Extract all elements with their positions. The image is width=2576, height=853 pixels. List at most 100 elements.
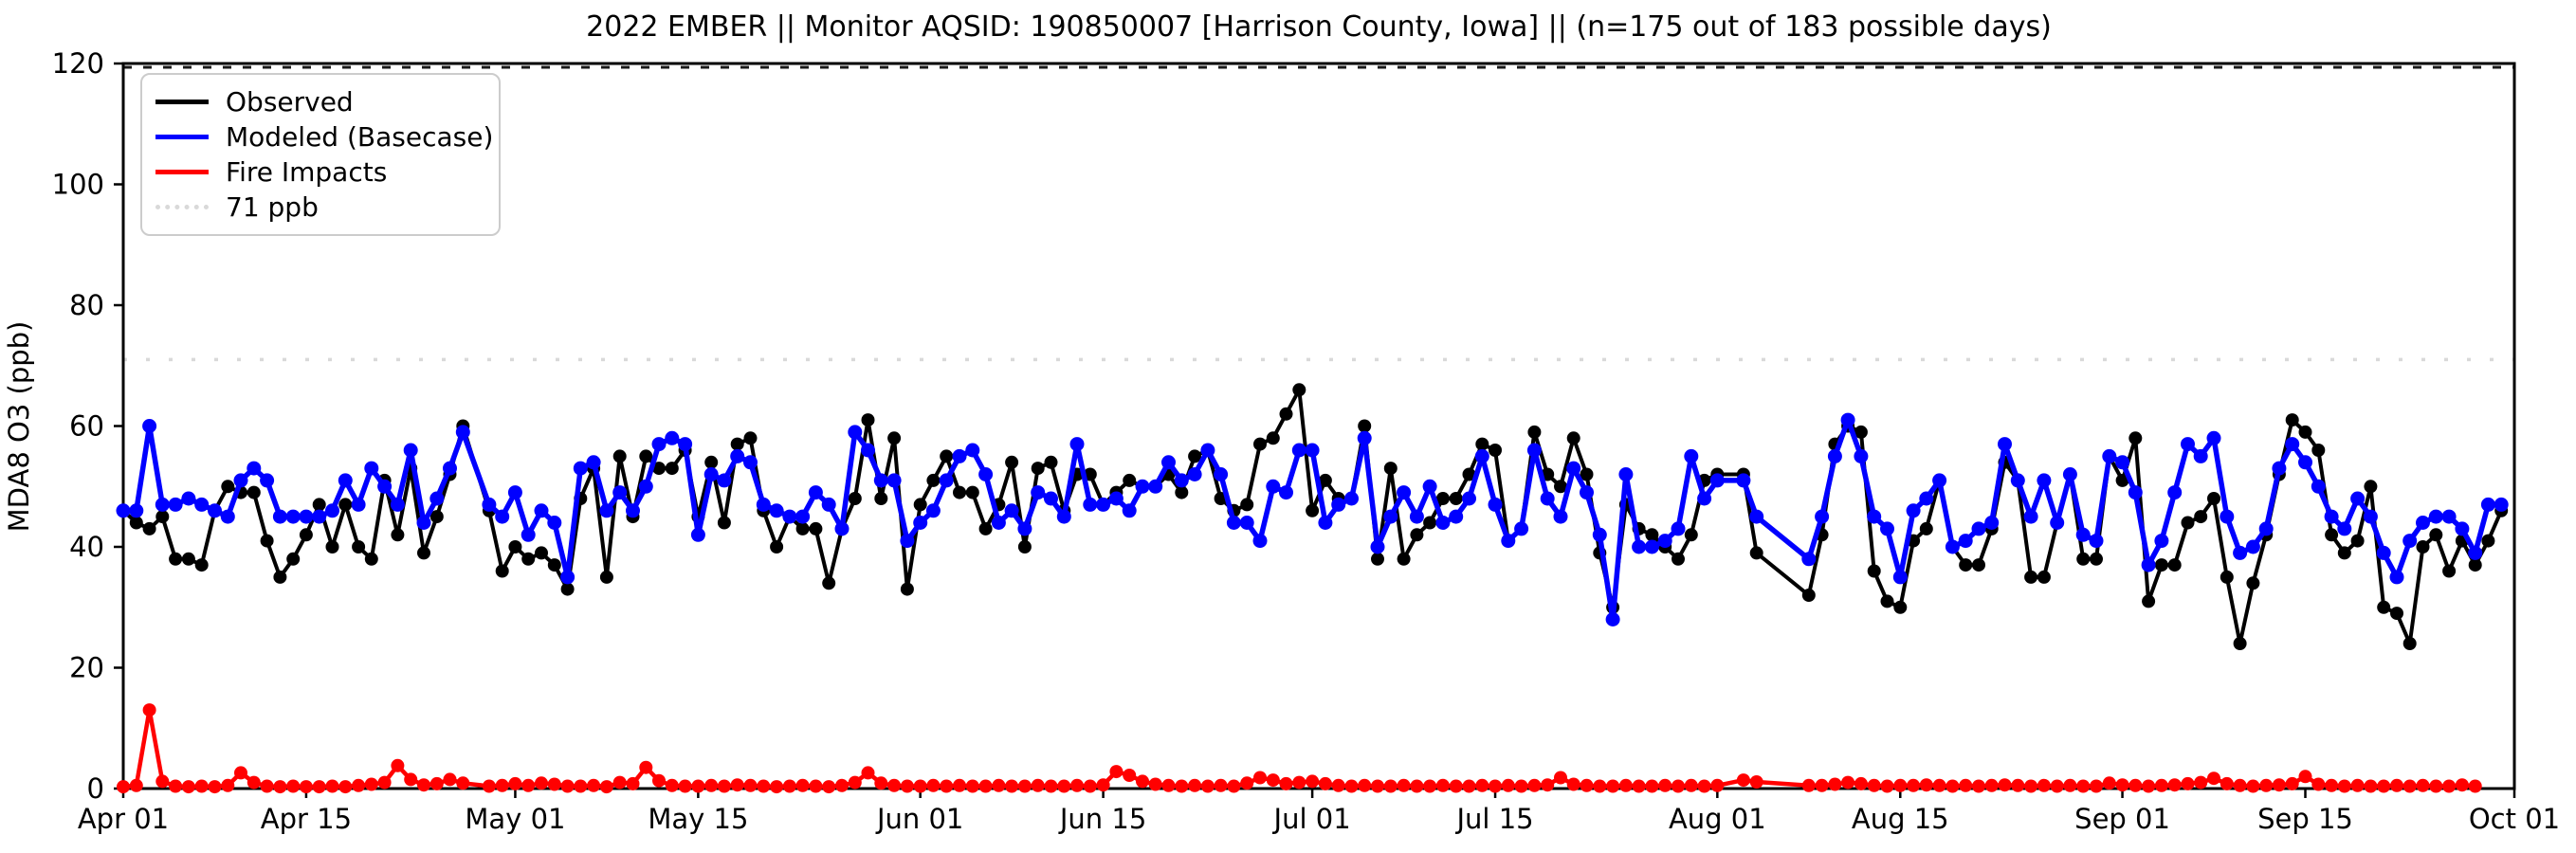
fire-impacts-marker [2285,776,2299,790]
fire-impacts-marker [861,766,875,780]
modeled-basecase--marker [495,509,510,524]
fire-impacts-marker [2325,778,2339,792]
modeled-basecase--marker [2141,557,2156,572]
modeled-basecase--marker [2193,448,2208,463]
observed-marker [861,413,875,427]
observed-marker [1266,431,1280,445]
observed-marker [1123,473,1137,487]
fire-impacts-marker [1801,778,1816,792]
modeled-basecase--marker [730,448,745,463]
observed-marker [2207,492,2220,505]
modeled-basecase--marker [1671,521,1686,536]
fire-impacts-marker [1710,778,1725,792]
fire-impacts-marker [2194,775,2208,789]
fire-impacts-marker [874,776,888,790]
fire-impacts-marker [286,779,301,793]
observed-marker [2298,425,2312,439]
fire-impacts-marker [1109,765,1124,779]
fire-impacts-marker [2181,776,2195,790]
observed-marker [2142,594,2156,608]
fire-impacts-marker [1214,778,1228,792]
fire-impacts-marker [508,776,522,790]
fire-impacts-marker [2220,776,2234,790]
observed-marker [743,431,758,445]
fire-impacts-marker [155,774,170,789]
fire-impacts-marker [978,779,993,793]
observed-marker [1306,503,1320,517]
modeled-basecase--marker [2233,545,2248,560]
fire-impacts-marker [2259,778,2274,792]
fire-impacts-marker [665,778,679,792]
fire-impacts-marker [2233,778,2247,792]
observed-line [121,388,2504,645]
observed-marker [1005,455,1019,469]
fire-impacts-marker [1907,778,1921,792]
modeled-basecase--marker [939,473,954,488]
fire-impacts-marker [142,703,156,717]
legend-item-observed: Observed [155,84,485,119]
y-tick-label: 0 [87,772,104,805]
fire-impacts-marker [599,780,613,794]
observed-marker [2220,570,2234,584]
modeled-basecase--marker [1017,521,1032,536]
modeled-basecase--marker [181,491,196,506]
modeled-basecase--marker [547,516,562,530]
observed-marker [770,540,784,554]
modeled-basecase--marker [873,473,888,488]
legend-item-fire: Fire Impacts [155,154,485,190]
fire-impacts-marker [1462,779,1476,793]
y-tick-label: 100 [52,169,104,201]
fire-impacts-marker [2154,778,2168,792]
modeled-basecase--marker [1501,534,1516,549]
fire-impacts-marker [743,778,758,792]
modeled-basecase--marker [2258,521,2274,536]
observed-marker [1175,485,1189,499]
observed-marker [926,473,941,487]
modeled-basecase--marker [1709,473,1725,488]
modeled-basecase--marker [1880,521,1894,536]
fire-impacts-marker [965,779,979,793]
modeled-basecase--marker [2037,473,2052,488]
modeled-basecase--marker [443,461,457,476]
modeled-basecase--marker [194,497,210,512]
y-tick-label: 80 [69,289,104,321]
fire-impacts-marker [1972,779,1985,793]
modeled-basecase--marker [599,503,614,518]
observed-marker [1749,546,1763,560]
y-tick-label: 20 [69,652,104,684]
fire-impacts-marker [1148,777,1162,791]
modeled-basecase--marker [2102,448,2117,463]
modeled-basecase--marker [1122,503,1137,518]
modeled-basecase--marker [2428,509,2443,524]
observed-marker [535,546,548,560]
legend-label: Fire Impacts [226,156,388,188]
fire-impacts-marker [338,780,353,794]
observed-marker [913,498,927,512]
observed-marker [312,498,326,512]
x-tick-label: Apr 15 [261,803,352,835]
modeled-basecase--marker [1958,534,1973,549]
modeled-basecase--marker [848,425,863,440]
fire-impacts-marker [1044,779,1058,793]
fire-impacts-marker [574,779,588,793]
fire-impacts-marker [2037,778,2051,792]
x-tick-label: Jun 15 [1058,803,1146,835]
observed-marker [1489,444,1502,457]
modeled-basecase--marker [1697,491,1712,506]
legend-label: 71 ppb [226,191,319,223]
fire-impacts-marker [417,778,430,792]
x-tick-label: Oct 01 [2469,803,2560,835]
modeled-basecase--marker [1135,479,1150,494]
modeled-basecase--marker [1397,485,1412,500]
modeled-basecase--marker [573,461,588,476]
fire-impacts-marker [1227,779,1241,793]
fire-impacts-marker [1946,779,1960,793]
observed-marker [822,576,836,590]
fire-impacts-marker [2455,778,2469,792]
modeled-basecase--marker [155,497,170,512]
modeled-basecase--marker [2416,516,2430,530]
modeled-basecase--marker [129,503,144,518]
modeled-basecase--marker [1409,509,1424,524]
modeled-basecase--marker [1031,485,1046,500]
